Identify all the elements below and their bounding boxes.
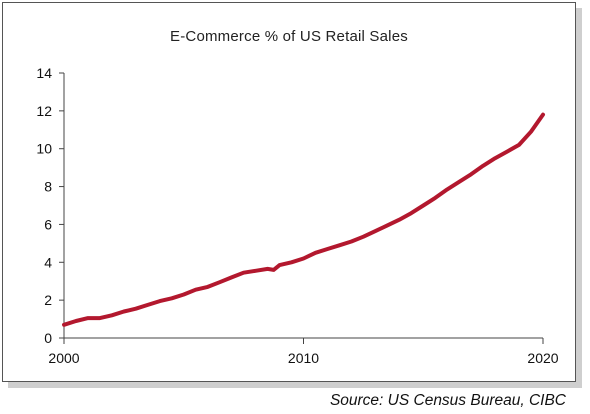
y-tick-label: 10	[36, 141, 52, 157]
y-tick-label: 0	[44, 330, 52, 346]
y-tick-label: 2	[44, 292, 52, 308]
y-ticks: 0 2 4 6 8 10 12 14	[36, 65, 64, 346]
y-tick-label: 4	[44, 254, 52, 270]
x-tick-label: 2010	[288, 350, 319, 366]
y-tick-label: 8	[44, 179, 52, 195]
chart-title: E-Commerce % of US Retail Sales	[170, 28, 408, 45]
y-tick-label: 12	[36, 103, 52, 119]
source-note: Source: US Census Bureau, CIBC	[329, 392, 566, 409]
chart-frame: E-Commerce % of US Retail Sales 0 2 4 6 8 10 1…	[2, 2, 576, 382]
chart-plot: 0 2 4 6 8 10 12 14 2000 2010 2020	[36, 65, 559, 366]
y-tick-label: 14	[36, 65, 52, 81]
x-tick-label: 2000	[48, 350, 79, 366]
y-tick-label: 6	[44, 216, 52, 232]
series-group	[62, 112, 545, 327]
x-tick-label: 2020	[527, 350, 558, 366]
x-ticks: 2000 2010 2020	[48, 338, 559, 366]
series-line	[62, 112, 545, 327]
